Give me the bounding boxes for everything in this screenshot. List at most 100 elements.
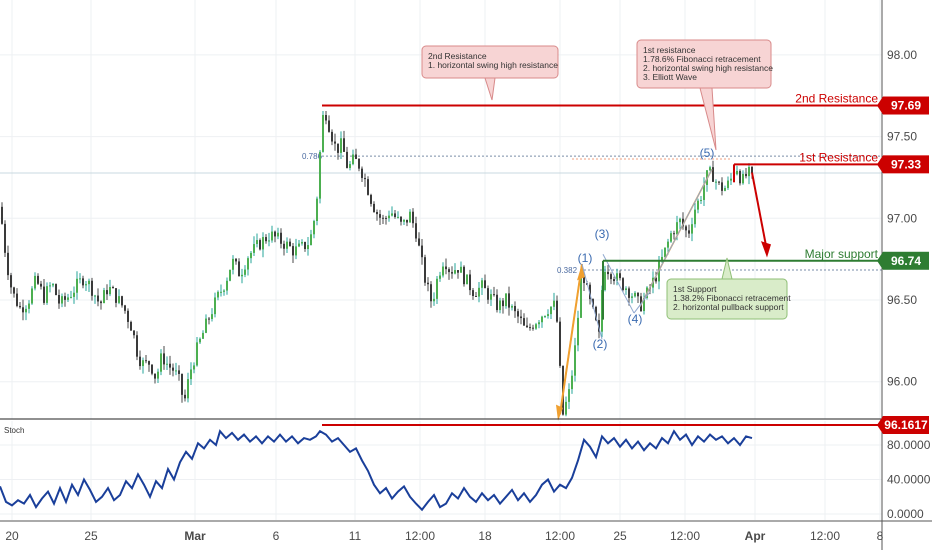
callout-1st-support-line: 2. horizontal pullback support [673, 302, 784, 312]
candle-body [319, 151, 321, 199]
candle-body [184, 394, 186, 399]
fib-786-label: 0.786 [302, 152, 323, 161]
candle-body [610, 274, 612, 280]
candle-body [100, 301, 102, 304]
candle-body [325, 114, 327, 121]
candle-body [52, 284, 54, 286]
candle-body [376, 211, 378, 215]
candle-body [253, 244, 255, 253]
candle-body [631, 296, 633, 298]
candle-body [541, 316, 543, 323]
wave-arrow [556, 404, 563, 421]
candle-body [439, 275, 441, 279]
candle-body [406, 219, 408, 223]
candle-body [112, 287, 114, 289]
candle-body [388, 215, 390, 219]
wave-leg-4 [602, 254, 635, 314]
wave-leg-5b [639, 169, 713, 307]
candle-body [361, 168, 363, 178]
candle-body [259, 240, 261, 250]
y-tick-label: 97.50 [887, 130, 917, 144]
candle-body [91, 280, 93, 296]
candle-body [709, 167, 711, 171]
candle-body [109, 287, 111, 295]
candle-body [703, 184, 705, 200]
candle-body [604, 271, 606, 291]
grid-lines [0, 0, 882, 520]
x-tick-label: Mar [184, 529, 206, 543]
candle-body [655, 277, 657, 282]
candle-body [712, 167, 714, 182]
candle-body [82, 278, 84, 286]
projection-arrow [751, 172, 768, 252]
candle-body [262, 237, 264, 250]
candle-body [418, 238, 420, 246]
wave-label: (3) [595, 227, 610, 241]
price-candles [1, 110, 753, 417]
candle-body [529, 327, 531, 329]
candle-body [271, 231, 273, 241]
candle-body [748, 166, 750, 177]
candle-body [241, 274, 243, 277]
candle-body [721, 182, 723, 191]
candle-body [97, 295, 99, 302]
candle-body [544, 315, 546, 317]
candle-body [286, 241, 288, 249]
candle-body [205, 318, 207, 333]
candle-body [118, 296, 120, 303]
wave-leg-1-back [559, 263, 583, 415]
candle-body [616, 273, 618, 282]
candle-body [157, 371, 159, 379]
candle-body [751, 166, 753, 173]
candle-body [337, 143, 339, 153]
x-tick-label: 25 [84, 529, 98, 543]
candle-body [307, 245, 309, 250]
candle-body [496, 294, 498, 311]
candle-body [727, 180, 729, 188]
candle-body [400, 216, 402, 222]
candle-body [151, 364, 153, 374]
label-major-support: Major support [805, 247, 879, 261]
candle-body [193, 365, 195, 370]
candle-body [277, 232, 279, 237]
candle-body [244, 269, 246, 275]
wave-label: (5) [700, 146, 715, 160]
candle-body [478, 287, 480, 297]
wave-leg-4b [633, 291, 651, 314]
y-tick-label: 98.00 [887, 48, 917, 62]
candle-body [217, 291, 219, 298]
badge-2nd-resistance [883, 96, 929, 115]
candle-body [598, 320, 600, 332]
candle-body [415, 223, 417, 239]
candle-body [583, 276, 585, 284]
candle-body [424, 257, 426, 283]
candle-body [187, 379, 189, 399]
candle-body [85, 284, 87, 286]
candle-body [691, 224, 693, 234]
candle-body [10, 275, 12, 288]
candle-body [382, 217, 384, 219]
candle-body [670, 233, 672, 242]
candle-body [340, 138, 342, 153]
candle-body [208, 318, 210, 320]
candle-body [136, 335, 138, 357]
candle-body [19, 305, 21, 308]
candle-body [127, 310, 129, 322]
candle-body [364, 177, 366, 180]
elliott-wave-drawings: (1) (2) (3) (4) (5) [556, 146, 714, 421]
candle-body [730, 178, 732, 181]
callout-1st-resistance-line: 2. horizontal swing high resistance [643, 63, 773, 73]
candle-body [352, 154, 354, 165]
candle-body [718, 181, 720, 183]
candle-body [667, 241, 669, 248]
candle-body [211, 314, 213, 319]
candle-body [16, 293, 18, 306]
candle-body [607, 271, 609, 275]
candle-body [70, 296, 72, 298]
candle-body [715, 181, 717, 183]
candle-body [148, 361, 150, 365]
candle-body [427, 282, 429, 285]
callout-1st-resistance-line: 1st resistance [643, 45, 696, 55]
candle-body [622, 278, 624, 291]
candle-body [304, 241, 306, 250]
